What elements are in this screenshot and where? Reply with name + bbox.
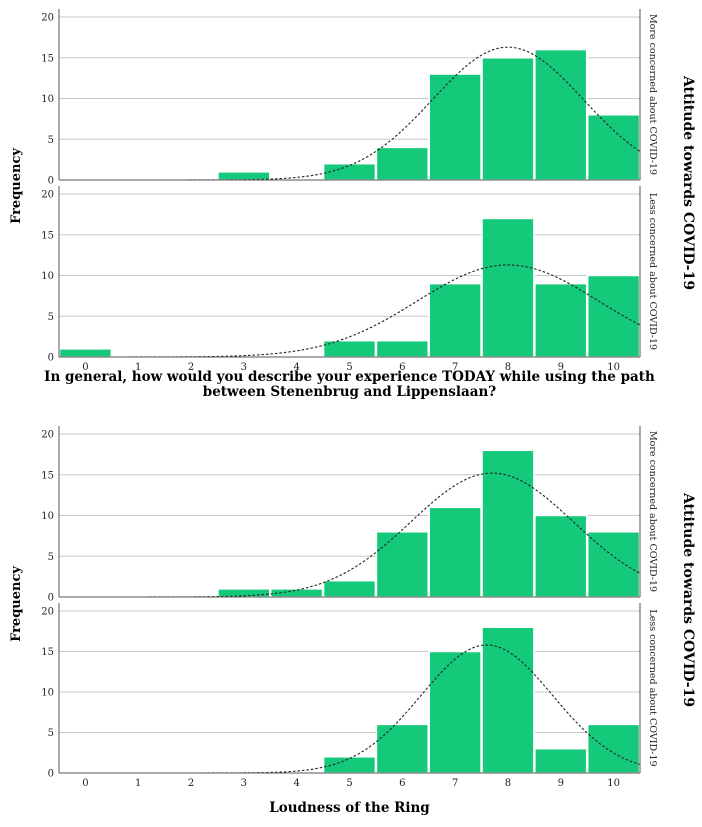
bar-8 [481, 57, 535, 181]
bar-9 [534, 282, 588, 358]
panel-2-2: 0 5 10 15 20 Less concerned about COVID-19 [41, 603, 658, 780]
bar-8 [481, 626, 535, 774]
x-tick-label: 0 [82, 778, 88, 789]
y-tick-label: 20 [41, 607, 54, 618]
bar-7 [428, 506, 482, 598]
y-tick-label: 5 [48, 135, 54, 146]
bar-5 [322, 162, 377, 181]
y-tick-label: 10 [41, 94, 54, 105]
y-tick-label: 20 [41, 13, 54, 24]
x-tick-label: 5 [346, 362, 352, 373]
y-tick-label: 5 [48, 312, 54, 323]
bar-7 [428, 73, 482, 181]
x-tick-label: 1 [135, 778, 141, 789]
panel-label: More concerned about COVID-19 [647, 14, 658, 175]
bar-3 [217, 171, 271, 181]
x-tick-label: 2 [188, 778, 194, 789]
x-tick-label: 10 [607, 778, 620, 789]
bar-5 [322, 339, 377, 358]
x-tick-label: 4 [293, 778, 299, 789]
y-tick-label: 15 [41, 53, 54, 64]
x-tick-label: 3 [241, 362, 247, 373]
x-axis-title-line: In general, how would you describe your … [44, 369, 655, 385]
y-tick-label: 10 [41, 688, 54, 699]
bar-5 [322, 756, 377, 774]
y-tick-label: 0 [48, 593, 54, 604]
panel-label: Less concerned about COVID-19 [647, 193, 658, 350]
bar-10 [586, 114, 641, 181]
bar-8 [481, 449, 535, 598]
x-tick-label: 5 [346, 778, 352, 789]
bar-9 [534, 514, 588, 598]
x-tick-label: 4 [293, 362, 299, 373]
panel-1-2: 0 5 10 15 20 Less concerned about COVID-19 [41, 186, 658, 364]
x-tick-label: 6 [399, 778, 405, 789]
x-tick-label: 8 [505, 362, 511, 373]
y-tick-label: 10 [41, 271, 54, 282]
panel-label: More concerned about COVID-19 [647, 431, 658, 592]
bar-8 [481, 217, 535, 358]
bar-7 [428, 650, 482, 774]
y-tick-label: 10 [41, 511, 54, 522]
x-tick-label: 9 [558, 778, 564, 789]
group-title: Attitude towards COVID-19 [680, 492, 696, 707]
bar-6 [375, 723, 429, 774]
x-tick-label: 0 [82, 362, 88, 373]
x-tick-label: 3 [241, 778, 247, 789]
panel-1-1: 0 5 10 15 20 More concerned about COVID-19 [41, 9, 658, 187]
x-tick-label: 7 [452, 778, 458, 789]
y-tick-label: 20 [41, 190, 54, 201]
bar-9 [534, 747, 588, 774]
x-tick-label: 7 [452, 362, 458, 373]
bar-5 [322, 579, 377, 598]
x-axis-title: In general, how would you describe your … [44, 369, 655, 400]
bar-6 [375, 146, 429, 181]
bar-10 [586, 274, 641, 358]
y-tick-label: 15 [41, 470, 54, 481]
y-tick-label: 5 [48, 728, 54, 739]
bar-10 [586, 723, 641, 774]
y-axis-title: Frequency [9, 148, 24, 224]
x-axis-title: Loudness of the Ring [269, 800, 430, 816]
bar-10 [586, 531, 641, 598]
y-tick-label: 15 [41, 230, 54, 241]
bar-7 [428, 282, 482, 358]
y-axis-title: Frequency [9, 566, 24, 642]
x-tick-label: 8 [505, 778, 511, 789]
x-tick-label: 10 [607, 362, 620, 373]
x-axis-title-line: between Stenenbrug and Lippenslaan? [203, 384, 497, 400]
x-tick-label: 1 [135, 362, 141, 373]
bar-6 [375, 531, 429, 598]
x-axis-title-line: Loudness of the Ring [269, 800, 430, 816]
x-tick-label: 9 [558, 362, 564, 373]
bar-4 [270, 588, 324, 598]
bar-6 [375, 339, 429, 358]
y-tick-label: 0 [48, 769, 54, 780]
x-tick-label: 2 [188, 362, 194, 373]
bar-9 [534, 48, 588, 181]
y-tick-label: 5 [48, 552, 54, 563]
y-tick-label: 0 [48, 353, 54, 364]
group-title: Attitude towards COVID-19 [680, 75, 696, 290]
panel-2-1: 0 5 10 15 20 More concerned about COVID-19 [41, 426, 658, 604]
panel-label: Less concerned about COVID-19 [647, 609, 658, 766]
x-tick-label: 6 [399, 362, 405, 373]
y-tick-label: 20 [41, 430, 54, 441]
bar-0 [58, 348, 113, 358]
y-tick-label: 0 [48, 176, 54, 187]
y-tick-label: 15 [41, 647, 54, 658]
